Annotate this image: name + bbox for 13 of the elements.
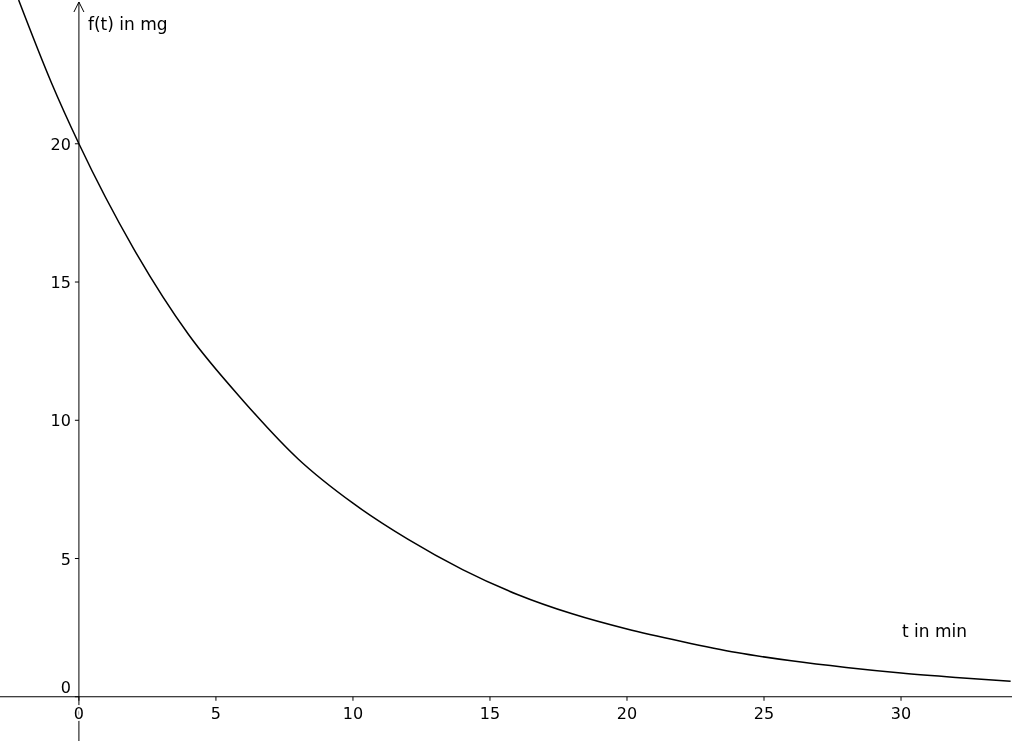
x-tick-label: 5 [210,703,222,723]
x-tick-label: 15 [479,703,501,723]
y-tick-label: 10 [50,411,71,431]
y-axis-title: f(t) in mg [87,14,168,34]
x-tick-label: 20 [616,703,638,723]
x-axis-title: t in min [901,620,967,641]
y-tick-label: 0 [60,677,71,697]
x-tick-label: 10 [342,703,364,723]
y-tick-label: 5 [60,549,71,569]
y-tick-label: 15 [50,273,71,293]
y-tick-label: 20 [50,134,71,154]
x-tick-label: 30 [890,703,912,723]
x-tick-label: 25 [753,703,775,723]
